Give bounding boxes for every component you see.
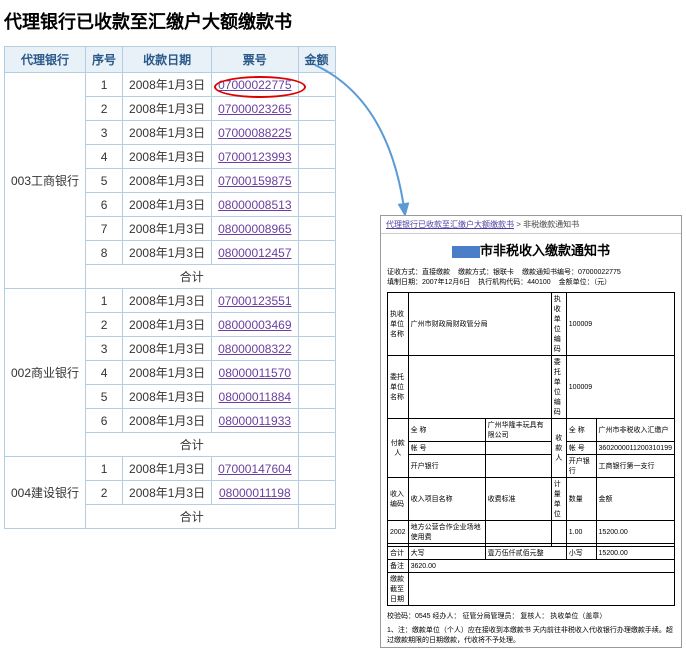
ticket-link[interactable]: 08000008322 bbox=[218, 342, 291, 356]
amount-cell bbox=[298, 385, 335, 409]
date-cell: 2008年1月3日 bbox=[123, 217, 212, 241]
seq-cell: 4 bbox=[86, 145, 123, 169]
amount-cell bbox=[298, 361, 335, 385]
bank-cell: 002商业银行 bbox=[5, 289, 86, 457]
ticket-link[interactable]: 07000123993 bbox=[218, 150, 291, 164]
bank-cell: 004建设银行 bbox=[5, 457, 86, 529]
date-cell: 2008年1月3日 bbox=[123, 169, 212, 193]
notice-document: 代理银行已收款至汇缴户大额缴款书 > 非税缴款通知书 市非税收入缴款通知书 证收… bbox=[380, 215, 682, 648]
seq-cell: 4 bbox=[86, 361, 123, 385]
date-cell: 2008年1月3日 bbox=[123, 97, 212, 121]
amount-cell bbox=[298, 73, 335, 97]
seq-cell: 2 bbox=[86, 481, 123, 505]
seq-cell: 3 bbox=[86, 121, 123, 145]
date-cell: 2008年1月3日 bbox=[123, 313, 212, 337]
ticket-link[interactable]: 08000003469 bbox=[218, 318, 291, 332]
amount-cell bbox=[298, 457, 335, 481]
date-cell: 2008年1月3日 bbox=[123, 337, 212, 361]
doc-footer1: 校验码：0545 经办人： 征管分局管理员： 复核人： 执收单位（盖章） bbox=[381, 609, 681, 623]
amount-cell bbox=[298, 121, 335, 145]
date-cell: 2008年1月3日 bbox=[123, 385, 212, 409]
page-title: 代理银行已收款至汇缴户大额缴款书 bbox=[0, 0, 686, 42]
ticket-link[interactable]: 08000008513 bbox=[218, 198, 291, 212]
col-header: 金额 bbox=[298, 47, 335, 73]
amount-cell bbox=[298, 337, 335, 361]
table-row: 004建设银行12008年1月3日07000147604 bbox=[5, 457, 336, 481]
ticket-link[interactable]: 07000123551 bbox=[218, 294, 291, 308]
seq-cell: 5 bbox=[86, 385, 123, 409]
ticket-link[interactable]: 07000023265 bbox=[218, 102, 291, 116]
seq-cell: 7 bbox=[86, 217, 123, 241]
col-header: 票号 bbox=[212, 47, 298, 73]
amount-cell bbox=[298, 313, 335, 337]
date-cell: 2008年1月3日 bbox=[123, 145, 212, 169]
col-header: 代理银行 bbox=[5, 47, 86, 73]
amount-cell bbox=[298, 409, 335, 433]
payment-table: 代理银行序号收款日期票号金额 003工商银行12008年1月3日07000022… bbox=[4, 46, 336, 529]
doc-title: 市非税收入缴款通知书 bbox=[381, 234, 681, 265]
date-cell: 2008年1月3日 bbox=[123, 241, 212, 265]
ticket-link[interactable]: 07000022775 bbox=[218, 78, 291, 92]
amount-cell bbox=[298, 241, 335, 265]
date-cell: 2008年1月3日 bbox=[123, 361, 212, 385]
bank-cell: 003工商银行 bbox=[5, 73, 86, 289]
date-cell: 2008年1月3日 bbox=[123, 481, 212, 505]
date-cell: 2008年1月3日 bbox=[123, 409, 212, 433]
ticket-link[interactable]: 07000088225 bbox=[218, 126, 291, 140]
seq-cell: 6 bbox=[86, 409, 123, 433]
ticket-link[interactable]: 07000147604 bbox=[218, 462, 291, 476]
ticket-link[interactable]: 08000011933 bbox=[219, 414, 292, 428]
seq-cell: 6 bbox=[86, 193, 123, 217]
seq-cell: 2 bbox=[86, 97, 123, 121]
ticket-link[interactable]: 07000159875 bbox=[218, 174, 291, 188]
seq-cell: 1 bbox=[86, 289, 123, 313]
ticket-link[interactable]: 08000012457 bbox=[218, 246, 291, 260]
ticket-link[interactable]: 08000011570 bbox=[219, 366, 292, 380]
col-header: 序号 bbox=[86, 47, 123, 73]
doc-footer2: 1、注：缴款单位（个人）应在接收到本缴款书 天内前往非税收入代收银行办理缴款手续… bbox=[381, 623, 681, 647]
amount-cell bbox=[298, 289, 335, 313]
amount-cell bbox=[298, 217, 335, 241]
amount-cell bbox=[298, 169, 335, 193]
date-cell: 2008年1月3日 bbox=[123, 457, 212, 481]
table-row: 003工商银行12008年1月3日07000022775 bbox=[5, 73, 336, 97]
date-cell: 2008年1月3日 bbox=[123, 121, 212, 145]
amount-cell bbox=[298, 193, 335, 217]
seq-cell: 1 bbox=[86, 457, 123, 481]
seq-cell: 3 bbox=[86, 337, 123, 361]
ticket-link[interactable]: 08000011884 bbox=[219, 390, 292, 404]
seq-cell: 1 bbox=[86, 73, 123, 97]
ticket-link[interactable]: 08000008965 bbox=[218, 222, 291, 236]
ticket-link[interactable]: 08000011198 bbox=[219, 486, 291, 500]
amount-cell bbox=[298, 97, 335, 121]
col-header: 收款日期 bbox=[123, 47, 212, 73]
amount-cell bbox=[298, 481, 335, 505]
seq-cell: 2 bbox=[86, 313, 123, 337]
breadcrumb: 代理银行已收款至汇缴户大额缴款书 > 非税缴款通知书 bbox=[381, 216, 681, 234]
seq-cell: 8 bbox=[86, 241, 123, 265]
table-row: 002商业银行12008年1月3日07000123551 bbox=[5, 289, 336, 313]
amount-cell bbox=[298, 145, 335, 169]
doc-detail-table: 执收单位名称广州市财政局财政管分局执收单位编码100009委托单位名称委托单位编… bbox=[387, 292, 675, 606]
doc-meta: 证收方式：直接缴款缴款方式：银联卡缴款通知书编号：07000022775填制日期… bbox=[381, 265, 681, 289]
date-cell: 2008年1月3日 bbox=[123, 193, 212, 217]
date-cell: 2008年1月3日 bbox=[123, 289, 212, 313]
date-cell: 2008年1月3日 bbox=[123, 73, 212, 97]
seq-cell: 5 bbox=[86, 169, 123, 193]
